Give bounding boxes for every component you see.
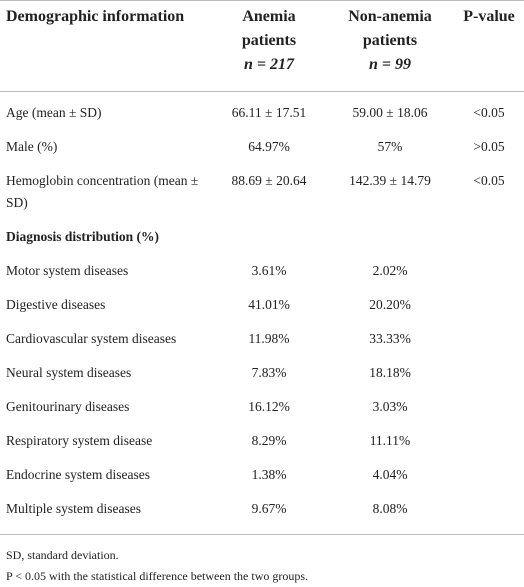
table-cell: 16.12% [248, 399, 290, 414]
empty-cell [454, 288, 524, 322]
table-row: Cardiovascular system diseases 11.98% 33.3… [0, 322, 524, 356]
table-body: Age (mean ± SD) 66.11 ± 17.51 59.00 ± 18.0… [0, 92, 524, 535]
empty-cell [454, 254, 524, 288]
table-cell: 88.69 ± 20.64 [231, 173, 307, 188]
table-cell: Age (mean ± SD) [6, 105, 102, 120]
data-table: Demographic information Anemia patients n … [0, 0, 524, 535]
table-cell: 8.29% [251, 433, 287, 448]
table-cell: 18.18% [369, 365, 411, 380]
table-cell: Genitourinary diseases [6, 399, 130, 414]
table-cell: 3.03% [372, 399, 408, 414]
table-cell: Male (%) [6, 139, 58, 154]
header-label: Anemia patients [241, 8, 297, 49]
table-row: Respiratory system disease 8.29% 11.11% [0, 424, 524, 458]
table-cell: 2.02% [372, 263, 408, 278]
table-cell: 11.98% [248, 331, 290, 346]
table-cell: Neural system diseases [6, 365, 132, 380]
table-cell: Motor system diseases [6, 263, 129, 278]
column-header: P-value [454, 0, 524, 92]
empty-cell [454, 322, 524, 356]
table-row: Neural system diseases 7.83% 18.18% [0, 356, 524, 390]
table-cell: Digestive diseases [6, 297, 106, 312]
table-cell: Multiple system diseases [0, 492, 212, 535]
table-cell: 1.38% [251, 467, 287, 482]
footnotes: SD, standard deviation. P < 0.05 with the… [0, 535, 524, 587]
table-cell: 11.11% [369, 433, 411, 448]
table-cell: 20.20% [369, 297, 411, 312]
header-count: n = 217 [243, 56, 294, 73]
table-cell: 66.11 ± 17.51 [231, 105, 307, 120]
table-cell: 8.08% [326, 492, 454, 535]
footnote: SD, standard deviation. [6, 548, 119, 562]
table-row: Endocrine system diseases 1.38% 4.04% [0, 458, 524, 492]
table-cell: 33.33% [369, 331, 411, 346]
table-cell: 142.39 ± 14.79 [349, 173, 431, 188]
table-cell: 41.01% [248, 297, 290, 312]
table-cell: 3.61% [251, 263, 287, 278]
empty-cell [454, 356, 524, 390]
table-row: Motor system diseases 3.61% 2.02% [0, 254, 524, 288]
table-cell: <0.05 [473, 173, 505, 188]
header-label: Non-anemia patients [348, 8, 432, 49]
footnote: P < 0.05 with the statistical difference… [6, 569, 309, 583]
table-row: Diagnosis distribution (%) [0, 220, 524, 254]
table-cell: 7.83% [251, 365, 287, 380]
table-cell: Respiratory system disease [6, 433, 153, 448]
table-cell: 4.04% [372, 467, 408, 482]
table-cell: 9.67% [212, 492, 326, 535]
column-header: Demographic information [0, 0, 212, 92]
column-header: Anemia patients n = 217 [212, 0, 326, 92]
header-label: P-value [463, 8, 515, 25]
empty-cell [454, 458, 524, 492]
table-cell: 64.97% [248, 139, 290, 154]
table-cell: <0.05 [473, 105, 505, 120]
table-cell: 57% [377, 139, 403, 154]
empty-cell [454, 390, 524, 424]
table-cell: Cardiovascular system diseases [6, 331, 177, 346]
empty-cell [454, 492, 524, 535]
table-cell: >0.05 [473, 139, 505, 154]
table-row: Multiple system diseases 9.67% 8.08% [0, 492, 524, 535]
table-row: Genitourinary diseases 16.12% 3.03% [0, 390, 524, 424]
header-count: n = 99 [368, 56, 411, 73]
table-cell: 59.00 ± 18.06 [352, 105, 428, 120]
table-row: Digestive diseases 41.01% 20.20% [0, 288, 524, 322]
header-label: Demographic information [6, 8, 185, 25]
table-cell: Endocrine system diseases [6, 467, 150, 482]
section-heading: Diagnosis distribution (%) [6, 229, 160, 244]
table-cell: Hemoglobin concentration (mean ± SD) [6, 173, 199, 210]
header-row: Demographic information Anemia patients n … [0, 0, 524, 92]
table-row: Hemoglobin concentration (mean ± SD) 88.6… [0, 164, 524, 220]
column-header: Non-anemia patients n = 99 [326, 0, 454, 92]
table-row: Male (%) 64.97% 57% >0.05 [0, 130, 524, 164]
table-row: Age (mean ± SD) 66.11 ± 17.51 59.00 ± 18.0… [0, 92, 524, 131]
empty-cell [454, 424, 524, 458]
